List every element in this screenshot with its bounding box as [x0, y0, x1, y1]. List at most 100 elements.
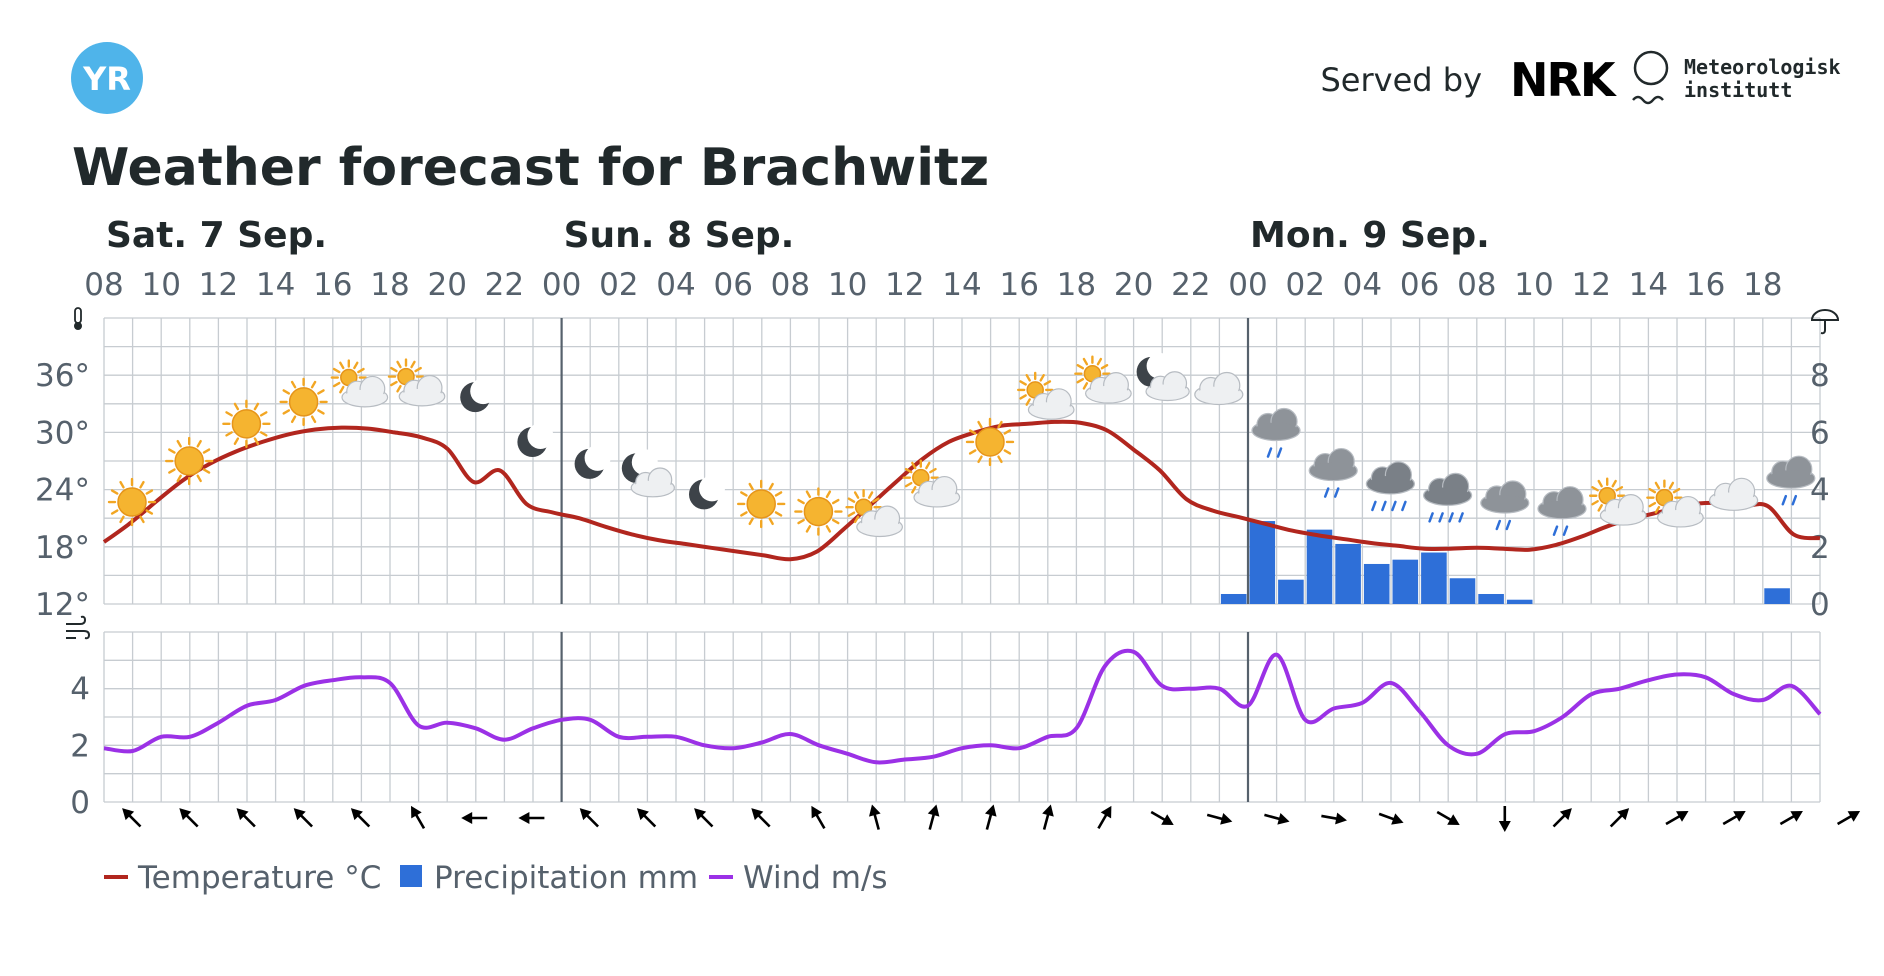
wind-arrow-icon	[236, 808, 256, 828]
sun-ray	[1591, 486, 1599, 492]
page-title: Weather forecast for Brachwitz	[72, 138, 989, 198]
sun-ray	[339, 385, 345, 394]
wind-arrow-icon	[1264, 812, 1290, 825]
hour-tick-label: 20	[427, 267, 466, 303]
cloud-fill	[1602, 507, 1645, 524]
sun-ray	[396, 360, 402, 369]
wind-arrow-icon	[1321, 812, 1347, 825]
legend-label: Wind m/s	[743, 860, 888, 896]
wind-arrow-icon	[1779, 811, 1803, 826]
sun-ray	[911, 485, 917, 494]
precipitation-tick-label: 6	[1810, 415, 1830, 451]
wind-arrow-icon	[984, 804, 997, 830]
sun-ray	[871, 497, 880, 503]
sun-ray	[202, 448, 211, 454]
partly-cloudy-day-icon	[330, 359, 389, 408]
wind-arrow-head	[1847, 811, 1861, 822]
sun-ray	[1076, 364, 1085, 370]
hour-tick-label: 06	[1400, 267, 1439, 303]
hour-tick-label: 18	[1057, 267, 1096, 303]
sun-icon	[164, 436, 214, 486]
moon-cutout	[584, 444, 611, 471]
sun-ray	[805, 490, 812, 499]
sun-ray	[253, 402, 260, 411]
sun-ray	[1597, 504, 1603, 512]
cloud-icon	[1194, 371, 1244, 406]
hour-tick-label: 04	[1343, 267, 1382, 303]
wind-arrow-icon	[1609, 808, 1630, 828]
precipitation-bar	[1506, 599, 1533, 604]
wind-arrow-icon	[579, 808, 600, 828]
rain-drop	[1438, 512, 1444, 523]
temperature-tick-label: 12°	[35, 587, 90, 623]
cloud-fill	[1087, 385, 1130, 402]
sun-ray	[1039, 374, 1045, 382]
wind-arrow-head	[1447, 814, 1460, 825]
wind-arrow-head	[1733, 811, 1746, 822]
legend-label: Temperature °C	[137, 860, 381, 896]
grid	[103, 317, 1821, 803]
sun-ray	[225, 431, 233, 437]
umbrella-icon	[1810, 309, 1840, 335]
precipitation-bar	[1392, 559, 1419, 604]
sun-ray	[748, 517, 754, 526]
wind-arrow-head	[179, 808, 192, 821]
hour-tick-label: 02	[599, 267, 638, 303]
wind-arrow-head	[411, 805, 422, 819]
rain-cloud-icon	[1251, 407, 1301, 458]
wind-arrow-head	[579, 808, 592, 821]
sun-ray	[317, 409, 325, 415]
sun-ray	[139, 480, 145, 489]
wind-arrow-head	[811, 805, 823, 819]
rain-cloud-icon	[1537, 486, 1587, 536]
weather-symbols	[107, 352, 1816, 538]
sun-ray	[233, 437, 240, 445]
hour-tick-label: 10	[1514, 267, 1553, 303]
met-name-line2: institutt	[1684, 78, 1792, 102]
wind-line	[103, 648, 1822, 765]
wind-arrow-head	[1790, 811, 1803, 822]
wind-arrow-icon	[350, 808, 371, 828]
rain-drop	[1562, 525, 1569, 536]
sun-ray	[977, 455, 983, 464]
precipitation-bar	[1335, 543, 1361, 604]
rain-drop	[1791, 494, 1798, 506]
wind-arrow-head	[1498, 821, 1511, 832]
sun-ray	[282, 409, 291, 415]
hour-tick-label: 12	[1571, 267, 1610, 303]
sun-ray	[768, 517, 774, 526]
sun-ray	[1096, 357, 1103, 366]
sun-ray	[332, 381, 341, 388]
legend-label: Precipitation mm	[434, 860, 698, 896]
temperature-tick-label: 30°	[35, 415, 90, 451]
wind-tick-label: 0	[70, 785, 90, 821]
sun-disc	[231, 409, 262, 439]
sun-ray	[233, 402, 240, 411]
cloud-fill	[1254, 422, 1298, 439]
wind-arrow-icon	[751, 808, 771, 828]
sun-ray	[225, 411, 233, 417]
hour-tick-label: 16	[999, 267, 1038, 303]
precipitation-tick-label: 8	[1810, 358, 1830, 394]
sun-ray	[390, 366, 398, 373]
sun-ray	[259, 411, 268, 417]
wind-arrow-icon	[1150, 810, 1174, 825]
rain-drop	[1333, 487, 1340, 498]
cloud-fill	[1659, 509, 1702, 526]
met-logo-waves	[1632, 95, 1664, 105]
wind-arrow-icon	[122, 808, 142, 828]
cloud-icon	[1708, 477, 1759, 511]
rain-drop	[1323, 487, 1330, 498]
sun-ray	[253, 437, 260, 445]
wind-arrow-icon	[411, 805, 426, 830]
sun-ray	[1003, 429, 1012, 435]
met-name-line1: Meteorologisk	[1684, 55, 1841, 79]
sun-ray	[831, 518, 840, 525]
sun-disc	[975, 427, 1005, 457]
hour-tick-label: 02	[1285, 267, 1324, 303]
hour-tick-label: 12	[885, 267, 924, 303]
moon-icon	[517, 422, 554, 457]
hour-tick-label: 00	[1228, 267, 1267, 303]
partly-cloudy-day-icon	[845, 488, 903, 538]
wind-arrow-icon	[636, 808, 657, 828]
